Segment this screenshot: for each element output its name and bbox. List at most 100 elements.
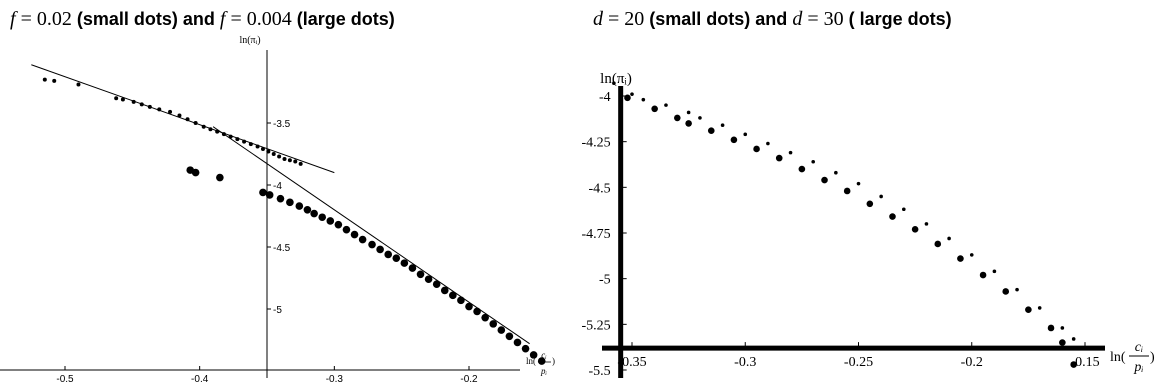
x-axis-label-prefix: ln( <box>526 356 536 366</box>
title-equals: = <box>15 8 37 30</box>
data-point-small <box>193 121 198 125</box>
data-point-large <box>449 291 457 300</box>
data-point-large <box>497 326 506 334</box>
data-point-large <box>303 206 312 214</box>
data-point-large <box>216 173 224 182</box>
data-point-large <box>286 198 294 207</box>
data-point-large <box>295 202 304 210</box>
data-point-large <box>798 165 806 173</box>
title-equals: = <box>802 8 824 30</box>
data-point-large <box>368 240 376 249</box>
data-point-large <box>424 275 433 284</box>
data-point-large <box>350 230 359 239</box>
title-value: 0.02 <box>36 8 72 30</box>
data-point-large <box>358 235 367 244</box>
data-point-large <box>1047 324 1055 332</box>
data-point-large <box>730 136 738 144</box>
data-point-small <box>924 222 929 226</box>
title-text: (small dots) and <box>71 9 220 29</box>
chart-title: d = 20 (small dots) and d = 30 ( large d… <box>593 8 952 31</box>
data-point-small <box>788 150 793 155</box>
data-point-small <box>1015 287 1019 292</box>
data-point-small <box>185 117 190 122</box>
fit-line <box>31 64 335 174</box>
data-point-large <box>310 209 318 218</box>
x-tick-label: -0.2 <box>961 355 983 370</box>
data-point-large <box>521 344 530 353</box>
title-text: ( large dots) <box>843 9 952 29</box>
title-equals: = <box>225 8 247 30</box>
y-tick-label: -4 <box>273 181 282 192</box>
title-variable: f <box>219 8 226 30</box>
title-equals: = <box>603 8 625 30</box>
data-point-small <box>255 144 260 149</box>
data-point-small <box>235 137 240 142</box>
data-point-small <box>1037 306 1042 310</box>
data-point-small <box>52 78 57 83</box>
data-point-large <box>191 168 200 177</box>
data-point-small <box>277 154 282 159</box>
data-point-small <box>139 102 144 107</box>
y-tick-label: -5.25 <box>582 318 611 333</box>
y-tick-label: -4.75 <box>582 227 611 242</box>
y-tick-label: -4.5 <box>589 181 611 196</box>
data-point-large <box>513 338 522 347</box>
data-point-large <box>685 120 692 127</box>
chart-title: f = 0.02 (small dots) and f = 0.004 (lar… <box>10 8 395 31</box>
data-point-large <box>1059 339 1066 346</box>
title-variable: d <box>593 8 603 30</box>
data-point-large <box>334 220 343 229</box>
data-point-large <box>505 332 514 341</box>
data-point-large <box>889 213 896 220</box>
data-point-small <box>992 269 997 274</box>
data-point-small <box>630 92 634 96</box>
y-tick-label: -3.5 <box>273 119 291 130</box>
data-point-large <box>651 105 658 113</box>
data-point-large <box>392 254 401 262</box>
data-point-large <box>473 307 481 316</box>
data-point-large <box>775 154 783 162</box>
data-point-large <box>1002 288 1010 295</box>
x-axis-label-prefix: ln( <box>1110 350 1126 365</box>
data-point-large <box>1025 306 1032 314</box>
data-point-large <box>624 94 631 102</box>
x-tick-label: -0.35 <box>617 355 646 370</box>
data-point-small <box>947 236 951 241</box>
data-point-small <box>766 141 770 146</box>
data-point-small <box>834 170 838 175</box>
title-variable: d <box>792 8 803 30</box>
data-point-small <box>720 123 725 128</box>
data-point-small <box>902 207 906 212</box>
data-point-large <box>457 296 465 305</box>
data-point-large <box>384 250 393 259</box>
data-point-large <box>537 357 546 365</box>
chart-panel-right: d = 20 (small dots) and d = 30 ( large d… <box>580 0 1157 387</box>
data-point-large <box>326 217 335 225</box>
data-point-large <box>866 200 874 208</box>
data-point-small <box>168 109 173 114</box>
data-point-small <box>248 142 253 147</box>
x-axis-label-suffix: ) <box>552 356 555 366</box>
data-point-small <box>157 107 162 112</box>
data-point-large <box>376 245 384 254</box>
data-point-small <box>612 81 616 86</box>
x-axis-label-suffix: ) <box>1150 350 1155 365</box>
data-point-small <box>641 97 646 102</box>
data-point-large <box>911 226 919 233</box>
data-point-large <box>489 320 498 328</box>
data-point-small <box>131 99 136 104</box>
data-point-small <box>221 132 226 137</box>
data-point-small <box>969 253 974 257</box>
chart-panel-left: f = 0.02 (small dots) and f = 0.004 (lar… <box>0 0 560 387</box>
data-point-large <box>529 351 538 359</box>
data-point-small <box>287 158 292 163</box>
data-point-large <box>465 302 473 311</box>
data-point-small <box>228 134 233 139</box>
x-tick-label: -0.3 <box>734 355 756 370</box>
title-variable: f <box>10 8 16 30</box>
data-point-small <box>856 181 861 186</box>
data-point-large <box>440 286 449 295</box>
data-point-large <box>979 271 987 279</box>
y-tick-label: -4.25 <box>582 136 611 151</box>
data-point-large <box>957 255 964 262</box>
